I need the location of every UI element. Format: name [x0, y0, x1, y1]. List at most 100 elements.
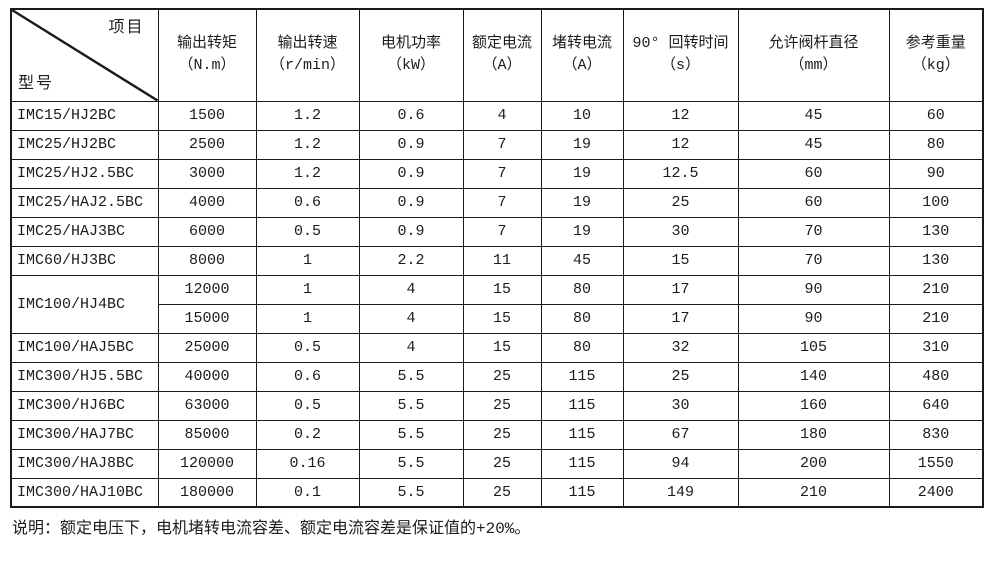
table-row: IMC100/HAJ5BC 25000 0.5 4 15 80 32 105 310 [10, 332, 984, 363]
column-header-unit: （r/min） [269, 57, 345, 75]
value-cell: 12 [622, 100, 739, 131]
value-cell: 115 [540, 390, 624, 421]
table-body: IMC15/HJ2BC 1500 1.2 0.6 4 10 12 45 60 IMC25/HJ2B… [10, 100, 984, 508]
value-cell: 130 [888, 216, 984, 247]
column-header: 参考重量 （kg） [888, 8, 984, 102]
value-cell: 19 [540, 187, 624, 218]
value-cell: 140 [737, 361, 890, 392]
value-cell: 1.2 [255, 100, 360, 131]
model-cell: IMC300/HAJ10BC [10, 477, 159, 508]
table-row: IMC60/HJ3BC 8000 1 2.2 11 45 15 70 130 [10, 245, 984, 276]
value-cell: 25 [622, 361, 739, 392]
value-cell: 25 [462, 390, 542, 421]
model-cell: IMC300/HAJ8BC [10, 448, 159, 479]
value-cell: 7 [462, 158, 542, 189]
corner-label-item: 项目 [108, 19, 145, 37]
value-cell: 45 [737, 100, 890, 131]
value-cell: 70 [737, 245, 890, 276]
value-cell: 4000 [157, 187, 257, 218]
column-header: 输出转速 （r/min） [255, 8, 360, 102]
value-cell: 310 [888, 332, 984, 363]
value-cell: 115 [540, 361, 624, 392]
value-cell: 5.5 [358, 419, 464, 450]
column-header-label: 90° 回转时间 [632, 35, 729, 53]
value-cell: 3000 [157, 158, 257, 189]
model-cell: IMC15/HJ2BC [10, 100, 159, 131]
value-cell: 5.5 [358, 448, 464, 479]
value-cell: 90 [888, 158, 984, 189]
page: 项目 型号 输出转矩 （N.m） 输出转速 （r/min） 电机功率 （kW） 额定电流 （A… [10, 8, 984, 538]
corner-label-model: 型号 [18, 74, 55, 93]
value-cell: 60 [888, 100, 984, 131]
value-cell: 80 [540, 274, 624, 305]
value-cell: 94 [622, 448, 739, 479]
column-header-unit: （s） [660, 57, 700, 75]
value-cell: 0.9 [358, 129, 464, 160]
model-cell: IMC100/HAJ5BC [10, 332, 159, 363]
value-cell: 7 [462, 216, 542, 247]
value-cell: 80 [888, 129, 984, 160]
model-cell: IMC60/HJ3BC [10, 245, 159, 276]
value-cell: 6000 [157, 216, 257, 247]
value-cell: 15 [622, 245, 739, 276]
value-cell: 149 [622, 477, 739, 508]
value-cell: 19 [540, 216, 624, 247]
table-row: IMC15/HJ2BC 1500 1.2 0.6 4 10 12 45 60 [10, 100, 984, 131]
table-row: IMC300/HJ6BC 63000 0.5 5.5 25 115 30 160 640 [10, 390, 984, 421]
value-cell: 1.2 [255, 129, 360, 160]
value-cell: 15000 [157, 303, 257, 334]
value-cell: 60 [737, 187, 890, 218]
value-cell: 80 [540, 303, 624, 334]
value-cell: 4 [358, 332, 464, 363]
diagonal-line [12, 10, 158, 101]
value-cell: 200 [737, 448, 890, 479]
value-cell: 4 [358, 274, 464, 305]
value-cell: 19 [540, 129, 624, 160]
value-cell: 130 [888, 245, 984, 276]
column-header: 堵转电流 （A） [540, 8, 624, 102]
table-row: IMC100/HJ4BC 12000 1 4 15 80 17 90 210 [10, 274, 984, 334]
value-cell: 15 [462, 303, 542, 334]
table-row: IMC25/HJ2.5BC 3000 1.2 0.9 7 19 12.5 60 90 [10, 158, 984, 189]
value-cell: 120000 [157, 448, 257, 479]
value-cell: 1500 [157, 100, 257, 131]
value-cell: 7 [462, 129, 542, 160]
value-cell: 8000 [157, 245, 257, 276]
column-header-unit: （mm） [789, 57, 838, 75]
value-cell: 105 [737, 332, 890, 363]
value-cell: 25 [622, 187, 739, 218]
value-cell: 40000 [157, 361, 257, 392]
value-cell: 63000 [157, 390, 257, 421]
value-cell: 70 [737, 216, 890, 247]
table-row: IMC25/HAJ2.5BC 4000 0.6 0.9 7 19 25 60 100 [10, 187, 984, 218]
value-cell: 15 [462, 332, 542, 363]
column-header-label: 允许阀杆直径 [768, 35, 859, 53]
value-cell: 0.9 [358, 216, 464, 247]
model-cell: IMC25/HAJ2.5BC [10, 187, 159, 218]
value-cell: 25000 [157, 332, 257, 363]
value-cell: 5.5 [358, 477, 464, 508]
column-header: 输出转矩 （N.m） [157, 8, 257, 102]
value-cell: 1 [255, 274, 360, 305]
value-cell: 25 [462, 448, 542, 479]
value-cell: 0.6 [255, 361, 360, 392]
model-cell: IMC100/HJ4BC [10, 274, 159, 334]
value-cell: 5.5 [358, 390, 464, 421]
value-cell: 100 [888, 187, 984, 218]
value-cell: 830 [888, 419, 984, 450]
value-cell: 180 [737, 419, 890, 450]
actuator-spec-table: 项目 型号 输出转矩 （N.m） 输出转速 （r/min） 电机功率 （kW） 额定电流 （A… [10, 8, 984, 508]
value-cell: 115 [540, 448, 624, 479]
value-cell: 640 [888, 390, 984, 421]
value-cell: 0.9 [358, 187, 464, 218]
value-cell: 480 [888, 361, 984, 392]
table-row: IMC300/HAJ10BC 180000 0.1 5.5 25 115 149 210 240… [10, 477, 984, 508]
column-header-label: 参考重量 [905, 35, 966, 53]
value-cell: 80 [540, 332, 624, 363]
value-cell: 12 [622, 129, 739, 160]
value-cell: 4 [462, 100, 542, 131]
model-cell: IMC25/HJ2BC [10, 129, 159, 160]
value-cell: 90 [737, 274, 890, 305]
column-header: 电机功率 （kW） [358, 8, 464, 102]
value-cell: 10 [540, 100, 624, 131]
